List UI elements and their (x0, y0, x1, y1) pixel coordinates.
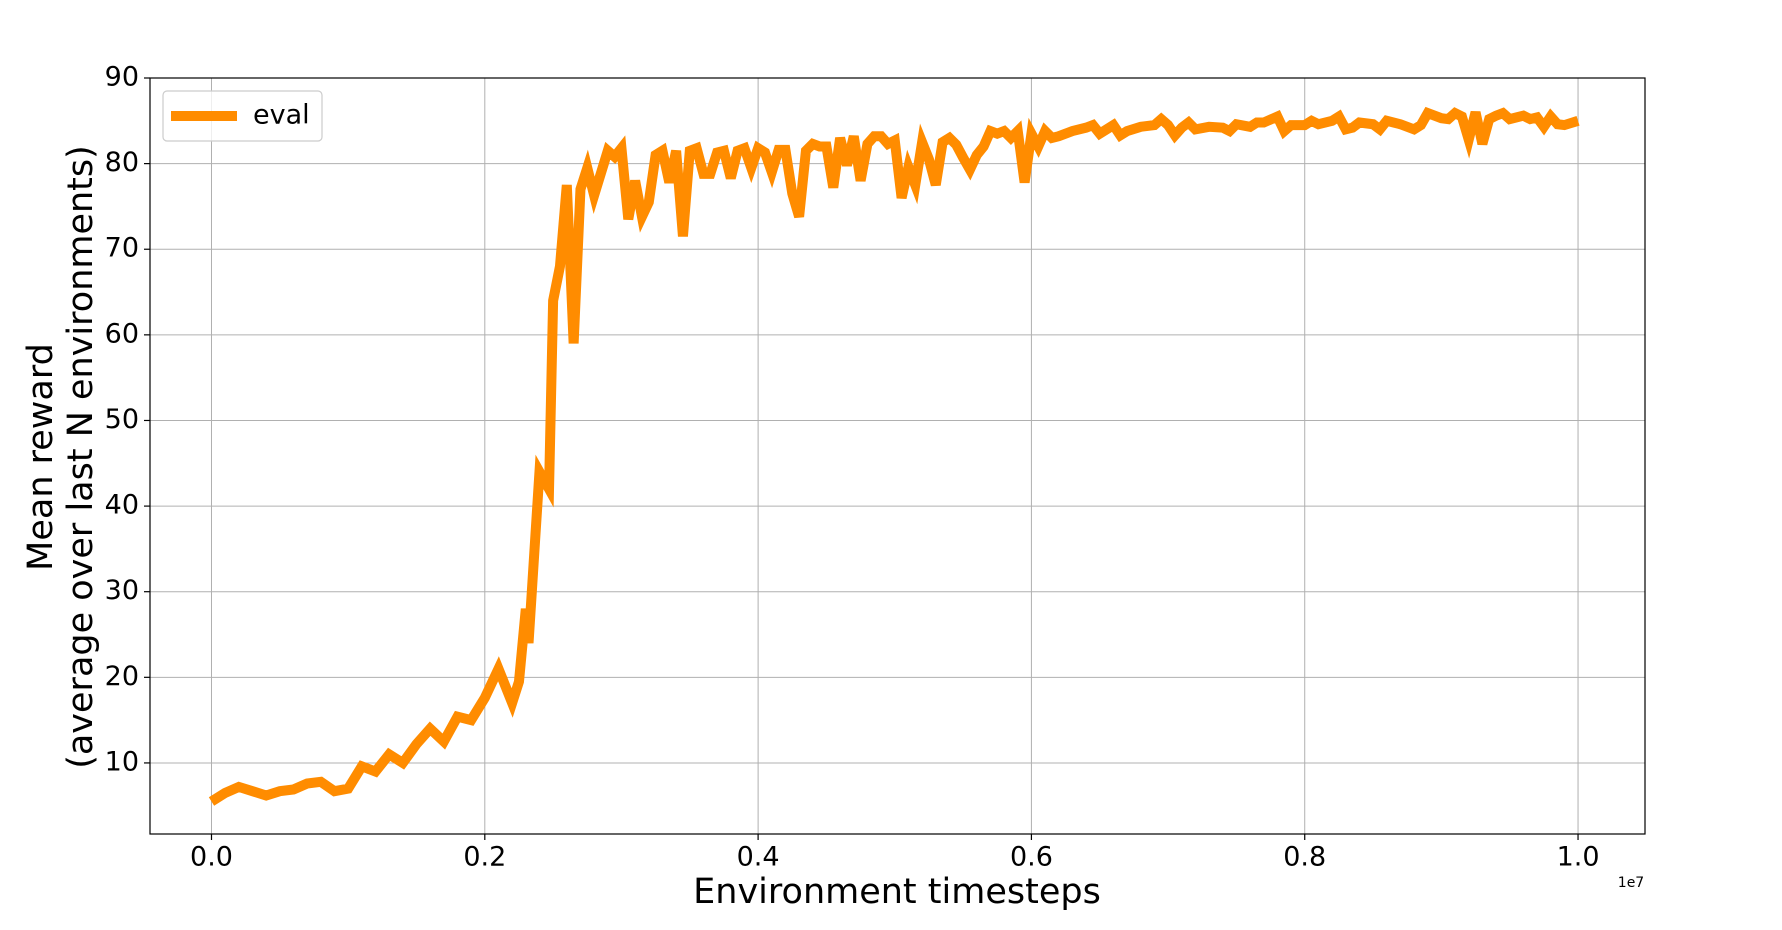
y-tick-label: 70 (105, 233, 139, 264)
y-tick-label: 50 (105, 404, 139, 435)
x-tick-label: 0.2 (463, 842, 506, 873)
legend: eval (162, 90, 323, 142)
y-axis-label: Mean reward (average over last N environ… (21, 145, 101, 769)
series-line (208, 106, 1580, 806)
x-tick-label: 0.0 (190, 842, 233, 873)
legend-label: eval (253, 100, 310, 131)
y-tick-label: 60 (105, 318, 139, 349)
y-tick-label: 20 (105, 661, 139, 692)
legend-box (162, 90, 323, 142)
y-axis-label-line: Mean reward (21, 343, 61, 571)
x-tick-label: 0.6 (1010, 842, 1053, 873)
y-tick-label: 30 (105, 575, 139, 606)
x-tick-label: 1.0 (1557, 842, 1600, 873)
x-offset-text: 1e7 (1618, 875, 1644, 891)
x-tick-label: 0.8 (1283, 842, 1326, 873)
y-tick-label: 90 (105, 62, 139, 93)
y-axis-label-line: (average over last N environments) (61, 145, 101, 769)
plot-frame (149, 77, 1646, 835)
y-tick-label: 80 (105, 147, 139, 178)
y-tick-label: 10 (105, 746, 139, 777)
x-axis-label: Environment timesteps (693, 872, 1101, 912)
y-tick-label: 40 (105, 490, 139, 521)
x-tick-label: 0.4 (737, 842, 780, 873)
